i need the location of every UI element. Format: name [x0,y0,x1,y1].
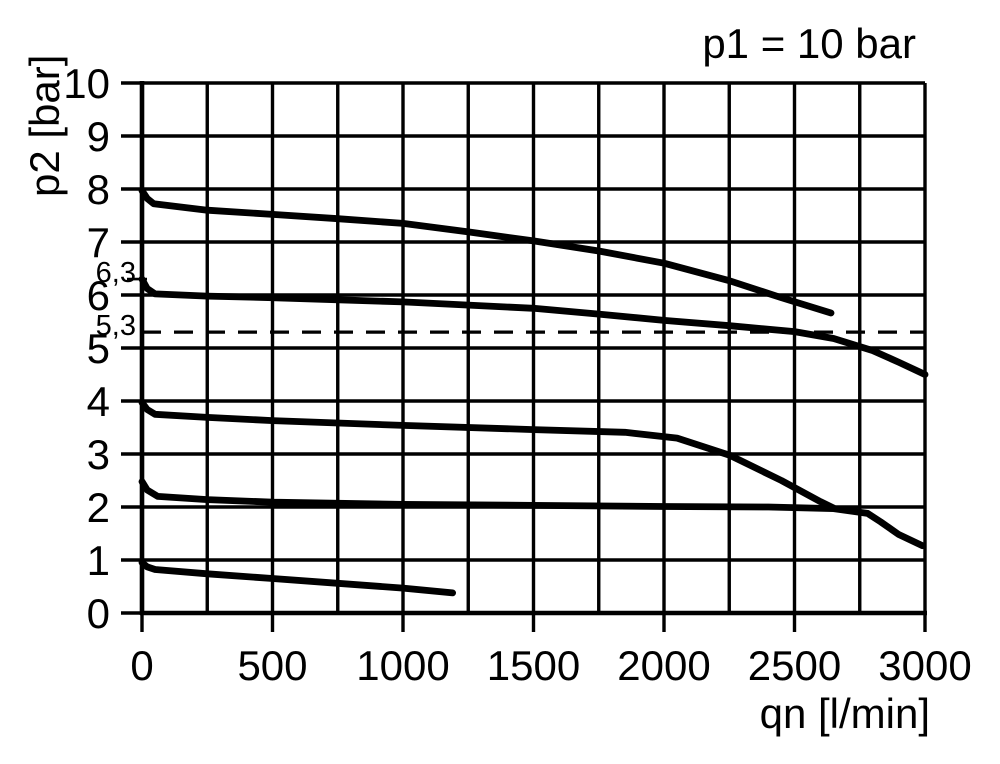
y-tick-label: 8 [87,166,110,213]
tick-labels: 0 1 2 3 4 5 6 7 8 9 10 0 500 1000 1500 2000 2500 3000 6,3 5… [63,60,971,689]
y-tick-label: 2 [87,484,110,531]
x-tick-label: 3000 [878,642,971,689]
y-tick-label: 3 [87,431,110,478]
curve-4-bar [138,399,837,512]
y-tick-label: 9 [87,113,110,160]
x-tick-label: 500 [237,642,307,689]
curve-8-bar [138,187,835,317]
y-tick-label: 4 [87,378,110,425]
x-tick-label: 0 [130,642,153,689]
y-tick-label: 0 [87,590,110,637]
curves [138,187,929,597]
curve-1-bar [138,559,456,597]
x-tick-label: 1000 [356,642,449,689]
y-tick-label: 10 [63,60,110,107]
y-tick-label: 6 [87,272,110,319]
curve-6-3-bar [138,275,929,378]
x-axis-label: qn [l/min] [759,690,930,737]
x-tick-label: 1500 [487,642,580,689]
y-tick-label: 1 [87,537,110,584]
curve-2-5-bar [138,478,926,550]
y-axis-label: p2 [bar] [21,54,68,197]
y-subtick-label: 6,3 [96,257,136,289]
y-subtick-label: 5,3 [96,310,136,342]
x-tick-label: 2500 [748,642,841,689]
grid [140,81,927,615]
x-tick-label: 2000 [617,642,710,689]
y-tick-label: 5 [87,325,110,372]
chart-title: p1 = 10 bar [702,20,916,67]
ticks [121,81,927,632]
y-tick-label: 7 [87,219,110,266]
